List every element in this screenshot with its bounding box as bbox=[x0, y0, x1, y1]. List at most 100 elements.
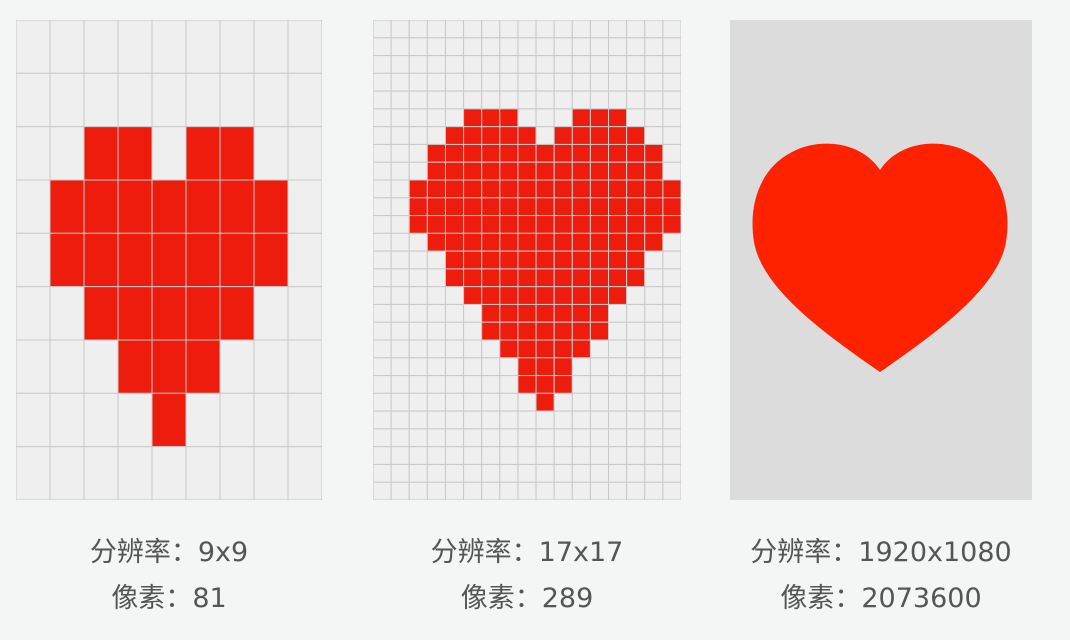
grid-pixel bbox=[626, 481, 646, 500]
heart-pixel bbox=[608, 143, 628, 163]
grid-pixel bbox=[287, 20, 322, 74]
heart-pixel bbox=[535, 375, 555, 394]
grid-pixel bbox=[662, 20, 681, 39]
grid-pixel bbox=[16, 126, 51, 181]
heart-pixel bbox=[626, 232, 646, 252]
grid-pixel bbox=[373, 20, 392, 39]
grid-pixel bbox=[373, 357, 392, 377]
heart-pixel bbox=[444, 232, 465, 252]
grid-pixel bbox=[608, 55, 628, 74]
heart-pixel bbox=[444, 197, 465, 217]
grid-pixel bbox=[253, 286, 289, 341]
grid-pixel bbox=[499, 90, 519, 110]
heart-pixel bbox=[253, 179, 289, 234]
heart-pixel bbox=[626, 179, 646, 199]
grid-pixel bbox=[373, 143, 392, 163]
heart-pixel bbox=[83, 286, 119, 341]
heart-pixel bbox=[499, 143, 519, 163]
grid-pixel bbox=[253, 339, 289, 394]
heart-pixel bbox=[517, 339, 537, 359]
heart-pixel bbox=[535, 268, 555, 288]
grid-pixel bbox=[151, 20, 187, 74]
grid-pixel bbox=[426, 268, 446, 288]
grid-pixel bbox=[390, 20, 410, 39]
grid-pixel bbox=[463, 303, 483, 323]
heart-pixel bbox=[626, 143, 646, 163]
grid-pixel bbox=[608, 321, 628, 341]
grid-pixel bbox=[644, 321, 664, 341]
pixels-value: 2073600 bbox=[861, 583, 982, 614]
pixels-line: 像素：289 bbox=[373, 576, 681, 622]
grid-pixel bbox=[644, 375, 664, 394]
grid-pixel bbox=[444, 303, 465, 323]
grid-pixel bbox=[644, 55, 664, 74]
heart-pixel bbox=[553, 268, 573, 288]
grid-pixel bbox=[608, 375, 628, 394]
grid-pixel bbox=[626, 72, 646, 92]
heart-pixel bbox=[185, 339, 221, 394]
grid-pixel bbox=[426, 321, 446, 341]
heart-pixel bbox=[499, 108, 519, 128]
grid-pixel bbox=[390, 250, 410, 270]
grid-pixel bbox=[390, 90, 410, 110]
grid-pixel bbox=[644, 126, 664, 145]
heart-pixel bbox=[589, 126, 610, 145]
heart-pixel bbox=[662, 197, 681, 217]
grid-pixel bbox=[373, 55, 392, 74]
grid-pixel bbox=[517, 428, 537, 448]
grid-pixel bbox=[499, 357, 519, 377]
heart-pixel bbox=[553, 357, 573, 377]
grid-pixel bbox=[626, 428, 646, 448]
grid-pixel bbox=[373, 410, 392, 430]
grid-pixel bbox=[571, 375, 591, 394]
grid-pixel bbox=[644, 108, 664, 128]
smooth-heart-svg bbox=[752, 143, 1008, 372]
grid-pixel bbox=[373, 179, 392, 199]
grid-pixel bbox=[49, 126, 85, 181]
grid-pixel bbox=[626, 446, 646, 465]
grid-pixel bbox=[408, 286, 428, 305]
grid-pixel bbox=[390, 72, 410, 92]
grid-pixel bbox=[481, 463, 501, 483]
grid-pixel bbox=[608, 428, 628, 448]
grid-pixel bbox=[662, 392, 681, 412]
grid-pixel bbox=[481, 446, 501, 465]
heart-pixel bbox=[517, 268, 537, 288]
grid-pixel bbox=[499, 20, 519, 39]
grid-pixel bbox=[49, 392, 85, 448]
grid-pixel bbox=[185, 20, 221, 74]
heart-pixel bbox=[151, 232, 187, 288]
grid-pixel bbox=[571, 90, 591, 110]
grid-pixel bbox=[463, 339, 483, 359]
heart-pixel bbox=[481, 143, 501, 163]
grid-pixel bbox=[608, 20, 628, 39]
grid-pixel bbox=[151, 72, 187, 128]
grid-pixel bbox=[608, 37, 628, 57]
grid-pixel bbox=[571, 481, 591, 500]
grid-pixel bbox=[444, 20, 465, 39]
grid-pixel bbox=[390, 463, 410, 483]
grid-pixel bbox=[373, 339, 392, 359]
heart-pixel bbox=[608, 286, 628, 305]
grid-pixel bbox=[117, 446, 153, 500]
heart-pixel bbox=[499, 286, 519, 305]
grid-pixel bbox=[373, 481, 392, 500]
grid-pixel bbox=[390, 126, 410, 145]
heart-smooth-panel bbox=[730, 20, 1032, 500]
heart-pixel bbox=[463, 250, 483, 270]
caption-9x9: 分辨率：9x9 像素：81 bbox=[16, 530, 322, 622]
grid-pixel bbox=[626, 20, 646, 39]
heart-pixel bbox=[117, 286, 153, 341]
grid-pixel bbox=[390, 37, 410, 57]
heart-pixel bbox=[626, 250, 646, 270]
grid-pixel bbox=[390, 481, 410, 500]
grid-pixel bbox=[662, 126, 681, 145]
grid-pixel bbox=[644, 357, 664, 377]
grid-pixel bbox=[644, 72, 664, 92]
grid-pixel bbox=[662, 55, 681, 74]
heart-pixel bbox=[571, 232, 591, 252]
grid-pixel bbox=[499, 481, 519, 500]
heart-pixel bbox=[463, 197, 483, 217]
grid-pixel bbox=[117, 72, 153, 128]
grid-pixel bbox=[444, 375, 465, 394]
